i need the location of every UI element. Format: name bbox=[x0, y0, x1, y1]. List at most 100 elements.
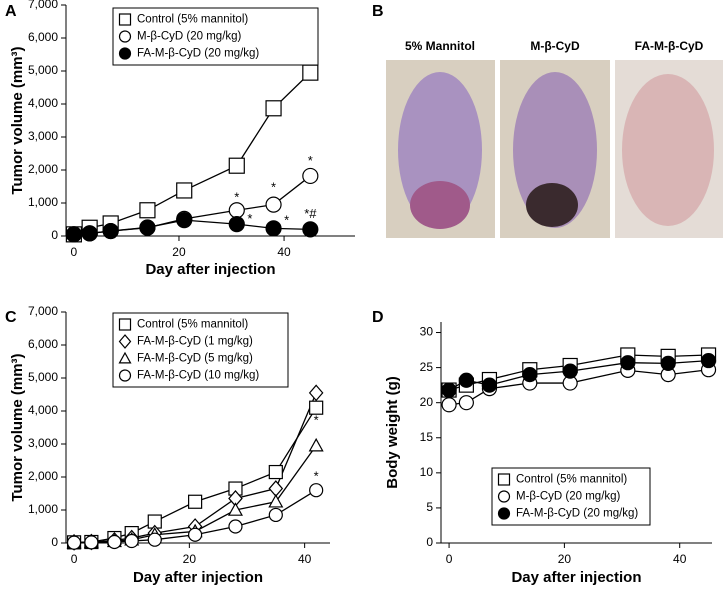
y-tick-label: 20 bbox=[420, 395, 434, 409]
legend-label: FA-M-β-CyD (20 mg/kg) bbox=[137, 48, 259, 60]
y-tick-label: 0 bbox=[426, 535, 433, 549]
marker bbox=[107, 534, 122, 550]
marker bbox=[308, 384, 324, 402]
panel-letter: D bbox=[372, 309, 384, 326]
y-tick-label: 0 bbox=[51, 535, 58, 549]
marker bbox=[65, 226, 82, 243]
marker bbox=[139, 219, 156, 236]
y-axis-label: Tumor volume (mm³) bbox=[9, 46, 26, 194]
marker bbox=[84, 535, 99, 550]
y-tick-label: 1,000 bbox=[28, 502, 58, 516]
marker bbox=[522, 367, 538, 383]
marker bbox=[308, 437, 324, 452]
legend-label: Control (5% mannitol) bbox=[137, 14, 248, 26]
y-tick-label: 7,000 bbox=[28, 0, 58, 11]
legend-box bbox=[112, 312, 289, 388]
marker bbox=[309, 483, 324, 498]
photo-caption: 5% Mannitol bbox=[405, 39, 475, 53]
y-axis-label: Body weight (g) bbox=[384, 376, 401, 489]
marker bbox=[227, 502, 243, 516]
marker bbox=[302, 167, 319, 185]
x-tick-label: 0 bbox=[71, 552, 78, 566]
marker bbox=[228, 216, 245, 233]
legend-marker bbox=[118, 318, 132, 331]
marker bbox=[139, 202, 156, 219]
marker bbox=[268, 464, 283, 480]
y-tick-label: 0 bbox=[51, 228, 58, 242]
legend-marker bbox=[497, 507, 511, 520]
marker bbox=[481, 377, 498, 393]
marker bbox=[228, 519, 243, 534]
y-axis-label: Tumor volume (mm³) bbox=[9, 353, 26, 501]
y-tick-label: 30 bbox=[420, 325, 434, 339]
y-tick-label: 6,000 bbox=[28, 30, 58, 44]
marker bbox=[268, 494, 284, 508]
panel-letter: A bbox=[5, 3, 17, 20]
y-tick-label: 7,000 bbox=[28, 304, 58, 318]
y-tick-label: 2,000 bbox=[28, 162, 58, 176]
marker bbox=[458, 395, 474, 411]
marker bbox=[265, 220, 282, 237]
legend-label: FA-M-β-CyD (1 mg/kg) bbox=[137, 336, 253, 348]
marker bbox=[620, 355, 636, 371]
marker bbox=[458, 372, 474, 388]
x-axis-label: Day after injection bbox=[511, 569, 641, 586]
x-tick-label: 40 bbox=[673, 552, 687, 566]
marker bbox=[176, 182, 193, 199]
annotation: * bbox=[284, 213, 289, 228]
legend-marker bbox=[497, 490, 511, 503]
y-tick-label: 25 bbox=[420, 360, 434, 374]
legend-label: FA-M-β-CyD (5 mg/kg) bbox=[137, 353, 253, 365]
photo-caption: M-β-CyD bbox=[530, 39, 580, 53]
x-tick-label: 0 bbox=[446, 552, 453, 566]
photos bbox=[386, 60, 723, 238]
marker bbox=[176, 212, 193, 229]
marker bbox=[562, 363, 578, 379]
y-tick-label: 2,000 bbox=[28, 469, 58, 483]
marker bbox=[228, 157, 245, 174]
annotation: * bbox=[314, 468, 319, 483]
x-axis-label: Day after injection bbox=[133, 569, 263, 586]
legend-label: Control (5% mannitol) bbox=[137, 319, 248, 331]
annotation: * bbox=[314, 412, 319, 427]
marker bbox=[124, 533, 139, 549]
marker bbox=[441, 382, 457, 398]
legend-box bbox=[491, 467, 651, 526]
photo-mouse bbox=[622, 74, 714, 226]
x-tick-label: 40 bbox=[277, 245, 291, 259]
y-tick-label: 3,000 bbox=[28, 436, 58, 450]
photo-tumor bbox=[526, 183, 578, 227]
y-tick-label: 4,000 bbox=[28, 403, 58, 417]
legend-marker bbox=[497, 473, 511, 486]
x-tick-label: 20 bbox=[172, 245, 186, 259]
marker bbox=[265, 100, 282, 117]
y-tick-label: 3,000 bbox=[28, 129, 58, 143]
marker bbox=[147, 532, 162, 547]
legend-marker bbox=[118, 13, 132, 26]
y-tick-label: 1,000 bbox=[28, 195, 58, 209]
x-tick-label: 20 bbox=[558, 552, 572, 566]
y-tick-label: 10 bbox=[420, 465, 434, 479]
x-tick-label: 0 bbox=[71, 245, 78, 259]
legend-marker bbox=[118, 334, 132, 349]
y-tick-label: 5 bbox=[426, 500, 433, 514]
marker bbox=[441, 397, 457, 413]
y-tick-label: 5,000 bbox=[28, 370, 58, 384]
legend-label: FA-M-β-CyD (20 mg/kg) bbox=[516, 508, 638, 520]
x-tick-label: 40 bbox=[298, 552, 312, 566]
marker bbox=[268, 507, 283, 523]
marker bbox=[81, 225, 98, 242]
annotation: * bbox=[271, 180, 276, 195]
marker bbox=[102, 222, 119, 240]
legend-label: Control (5% mannitol) bbox=[516, 474, 627, 486]
legend-marker bbox=[118, 351, 132, 364]
y-tick-label: 5,000 bbox=[28, 63, 58, 77]
annotation: *# bbox=[304, 206, 317, 221]
y-tick-label: 6,000 bbox=[28, 337, 58, 351]
x-tick-label: 20 bbox=[183, 552, 197, 566]
marker bbox=[302, 221, 319, 238]
panel-letter: B bbox=[372, 3, 384, 20]
marker bbox=[700, 352, 717, 369]
marker bbox=[660, 355, 676, 371]
